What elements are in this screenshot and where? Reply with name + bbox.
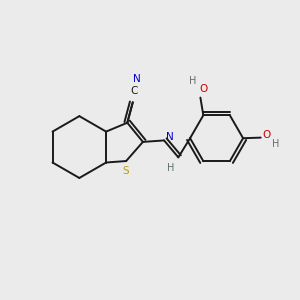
Text: H: H (189, 76, 197, 85)
Text: O: O (200, 84, 208, 94)
Text: H: H (167, 163, 175, 173)
Text: N: N (166, 133, 173, 142)
Text: H: H (272, 139, 280, 149)
Text: N: N (133, 74, 140, 84)
Text: O: O (262, 130, 271, 140)
Text: C: C (130, 86, 138, 96)
Text: S: S (123, 166, 129, 176)
